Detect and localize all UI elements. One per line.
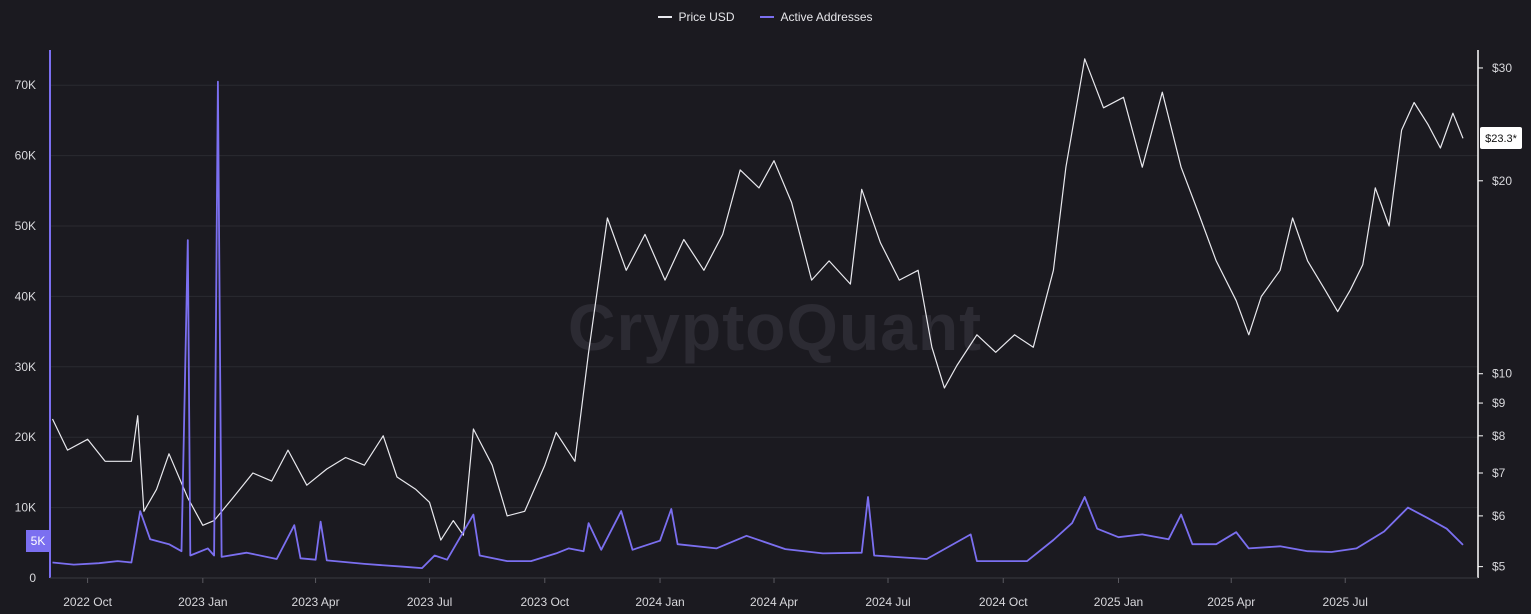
x-tick-label: 2023 Jan	[178, 595, 227, 609]
x-axis-ticks: 2022 Oct 2023 Jan 2023 Apr 2023 Jul 2023 Oct…	[63, 578, 1368, 609]
left-tick-label: 10K	[15, 501, 36, 515]
legend-label-addresses: Active Addresses	[780, 10, 873, 24]
x-tick-label: 2025 Jan	[1094, 595, 1143, 609]
right-tick-label: $10	[1492, 367, 1512, 381]
x-tick-label: 2024 Jul	[865, 595, 910, 609]
right-tick-label: $20	[1492, 174, 1512, 188]
current-addresses-badge: 5K	[26, 530, 50, 552]
current-addresses-label: 5K	[31, 534, 46, 548]
right-tick-label: $9	[1492, 396, 1506, 410]
series-line-price	[51, 58, 1464, 541]
watermark-text: CryptoQuant	[568, 290, 982, 364]
x-tick-label: 2025 Jul	[1323, 595, 1368, 609]
x-tick-label: 2023 Oct	[520, 595, 569, 609]
current-price-badge: $23.3*	[1480, 127, 1522, 149]
legend-item-addresses[interactable]: Active Addresses	[760, 10, 873, 24]
x-tick-label: 2023 Apr	[292, 595, 340, 609]
current-addresses-badge-bg	[26, 530, 50, 552]
x-tick-label: 2025 Apr	[1207, 595, 1255, 609]
right-tick-label: $6	[1492, 509, 1506, 523]
addresses-swatch	[760, 16, 775, 18]
right-tick-label: $7	[1492, 466, 1506, 480]
left-tick-label: 30K	[15, 360, 36, 374]
x-tick-label: 2024 Apr	[750, 595, 798, 609]
current-price-badge-bg	[1480, 127, 1522, 149]
x-tick-label: 2024 Jan	[635, 595, 684, 609]
right-axis-ticks: $5 $6 $7 $8 $9 $10 $20 $30	[1478, 61, 1512, 574]
left-tick-label: 50K	[15, 219, 36, 233]
legend: Price USD Active Addresses	[0, 10, 1531, 24]
legend-item-price[interactable]: Price USD	[658, 10, 734, 24]
left-tick-label: 0	[29, 571, 36, 585]
left-tick-label: 60K	[15, 149, 36, 163]
series-line-active-addresses	[52, 80, 1464, 569]
current-price-label: $23.3*	[1485, 133, 1518, 145]
right-tick-label: $5	[1492, 560, 1506, 574]
gridlines	[50, 84, 1478, 509]
legend-label-price: Price USD	[678, 10, 735, 24]
x-tick-label: 2023 Jul	[407, 595, 452, 609]
left-axis-ticks: 0 10K 20K 30K 40K 50K 60K 70K	[15, 78, 37, 585]
left-tick-label: 40K	[15, 289, 36, 303]
series-layer	[51, 58, 1464, 569]
left-tick-label: 20K	[15, 430, 36, 444]
axes	[49, 50, 1479, 579]
left-tick-label: 70K	[15, 78, 36, 92]
right-tick-label: $30	[1492, 61, 1512, 75]
x-tick-label: 2024 Oct	[979, 595, 1028, 609]
price-swatch	[658, 16, 673, 18]
x-tick-label: 2022 Oct	[63, 595, 112, 609]
right-tick-label: $8	[1492, 429, 1506, 443]
